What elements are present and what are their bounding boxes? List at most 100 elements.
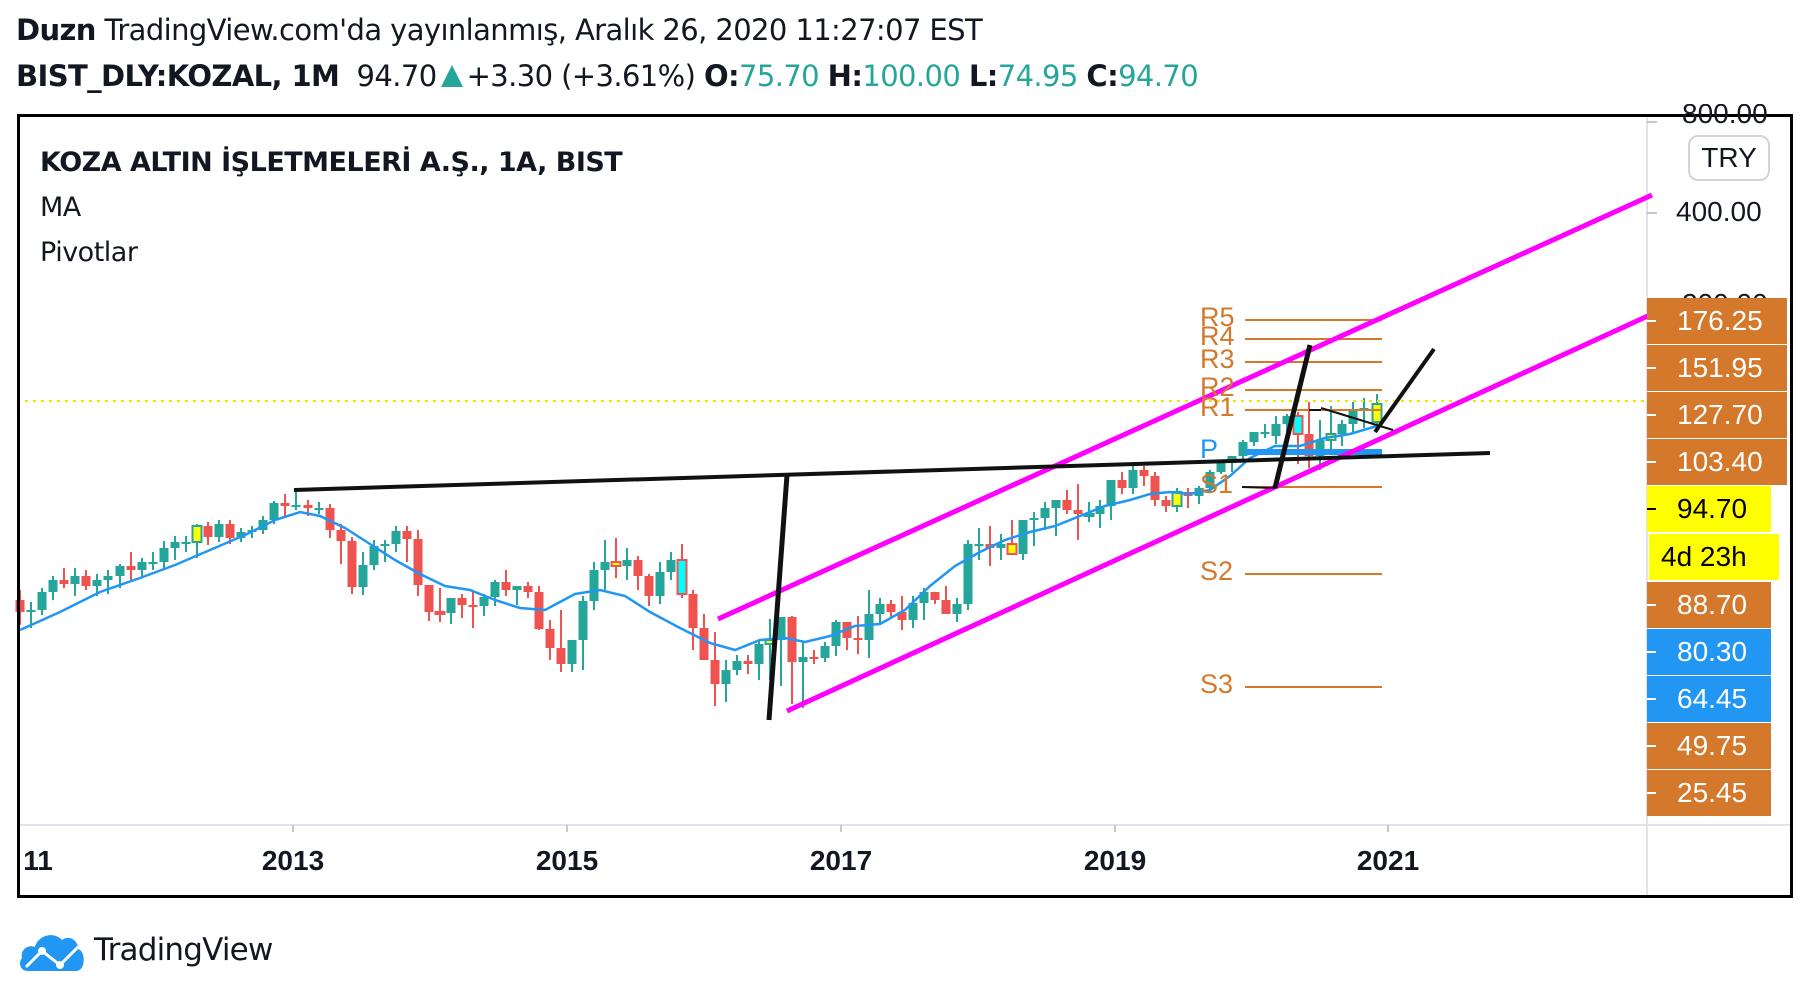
time-label-2019: 2019 [1083, 845, 1147, 876]
close-label: C: [1086, 59, 1119, 93]
candle [963, 544, 973, 604]
price-label: 49.75 [1647, 723, 1771, 769]
candle [886, 604, 896, 612]
publish-info: Duzn TradingView.com'da yayınlanmış, Ara… [16, 12, 983, 48]
time-label-11: 11 [23, 845, 53, 876]
legend-title: KOZA ALTIN İŞLETMELERİ A.Ş., 1A, BIST [40, 147, 623, 178]
candle [501, 582, 511, 590]
price-change: +3.30 (+3.61%) [466, 59, 696, 93]
tradingview-logo[interactable]: TradingView [18, 927, 273, 973]
price-label: 127.70 [1647, 392, 1787, 438]
price-tick-400: 400.00 [1676, 196, 1762, 227]
candle [92, 580, 102, 586]
candle [479, 597, 489, 606]
candle [446, 598, 456, 613]
brand-name: TradingView [94, 932, 273, 968]
candle [545, 629, 555, 648]
symbol-info: BIST_DLY:KOZAL, 1M 94.70 +3.30 (+3.61%) O… [16, 58, 1199, 94]
chart-frame [17, 114, 1793, 898]
price-label: 176.25 [1647, 298, 1787, 344]
candle [1006, 543, 1018, 555]
candle [434, 611, 446, 615]
candle [1029, 518, 1039, 520]
candle [181, 542, 191, 544]
candle [1062, 500, 1072, 510]
candle [48, 580, 58, 592]
candle [59, 580, 69, 584]
candle [369, 546, 379, 565]
currency-button[interactable]: TRY [1688, 135, 1770, 181]
candle [754, 644, 764, 664]
candle [567, 640, 577, 664]
candle [170, 542, 180, 548]
high-label: H: [827, 59, 863, 93]
candle [115, 566, 125, 576]
candle [413, 539, 423, 585]
candle [358, 565, 368, 587]
candle [644, 576, 654, 596]
candle [70, 576, 80, 584]
pivot-label-r2: R2 [1200, 372, 1235, 402]
candle [853, 638, 863, 640]
candle [556, 648, 566, 664]
candle [523, 586, 533, 592]
candle [191, 525, 203, 543]
channel-lines[interactable] [716, 192, 1654, 714]
chart-legend: KOZA ALTIN İŞLETMELERİ A.Ş., 1A, BIST MA… [40, 140, 623, 275]
pivot-label-s2: S2 [1200, 556, 1234, 586]
legend-pivots[interactable]: Pivotlar [40, 237, 138, 268]
candle [103, 576, 113, 580]
price-label: 94.70 [1647, 486, 1771, 532]
candle [26, 610, 36, 612]
candle [1018, 520, 1028, 554]
time-label-2017: 2017 [809, 845, 873, 876]
candle [688, 594, 698, 628]
candle [391, 531, 401, 544]
pivot-label-r1: R1 [1200, 392, 1235, 422]
candle [203, 526, 213, 537]
candle [1371, 403, 1383, 423]
candle [214, 524, 224, 537]
candle [15, 600, 25, 612]
candle [809, 657, 819, 659]
candle [1095, 506, 1105, 514]
candle [600, 562, 610, 570]
candle [820, 646, 830, 658]
candle [1040, 508, 1050, 518]
pivot-label-r3: R3 [1200, 344, 1235, 374]
high-value: 100.00 [862, 59, 961, 93]
candle [1260, 432, 1270, 434]
candle [908, 603, 918, 620]
price-label: 103.40 [1647, 439, 1787, 485]
candle [919, 592, 929, 603]
candle [236, 532, 246, 538]
candle [269, 503, 279, 520]
candle [1271, 424, 1281, 436]
trend-drawings[interactable] [293, 344, 1491, 721]
price-tick-800: 800.00 [1682, 104, 1768, 124]
candle [336, 530, 346, 541]
candle [610, 561, 622, 567]
candle [930, 592, 940, 600]
price-label: 151.95 [1647, 345, 1787, 391]
candle [1249, 432, 1259, 442]
legend-ma[interactable]: MA [40, 192, 81, 223]
price-label: 64.45 [1647, 676, 1771, 722]
candle [710, 660, 720, 684]
candle [148, 562, 158, 564]
candle [347, 541, 357, 587]
candle [589, 570, 599, 601]
candle [380, 544, 390, 546]
candle [676, 559, 688, 595]
candle [1150, 476, 1160, 500]
candle [1161, 500, 1171, 506]
pivot-label-r4: R4 [1200, 321, 1235, 351]
cloud-chart-icon [20, 935, 84, 971]
candle [1106, 480, 1116, 506]
price-label: 88.70 [1647, 582, 1771, 628]
candle [37, 592, 47, 610]
candle [743, 661, 753, 664]
candle [468, 605, 478, 607]
pivot-label-s1: S1 [1200, 469, 1234, 499]
